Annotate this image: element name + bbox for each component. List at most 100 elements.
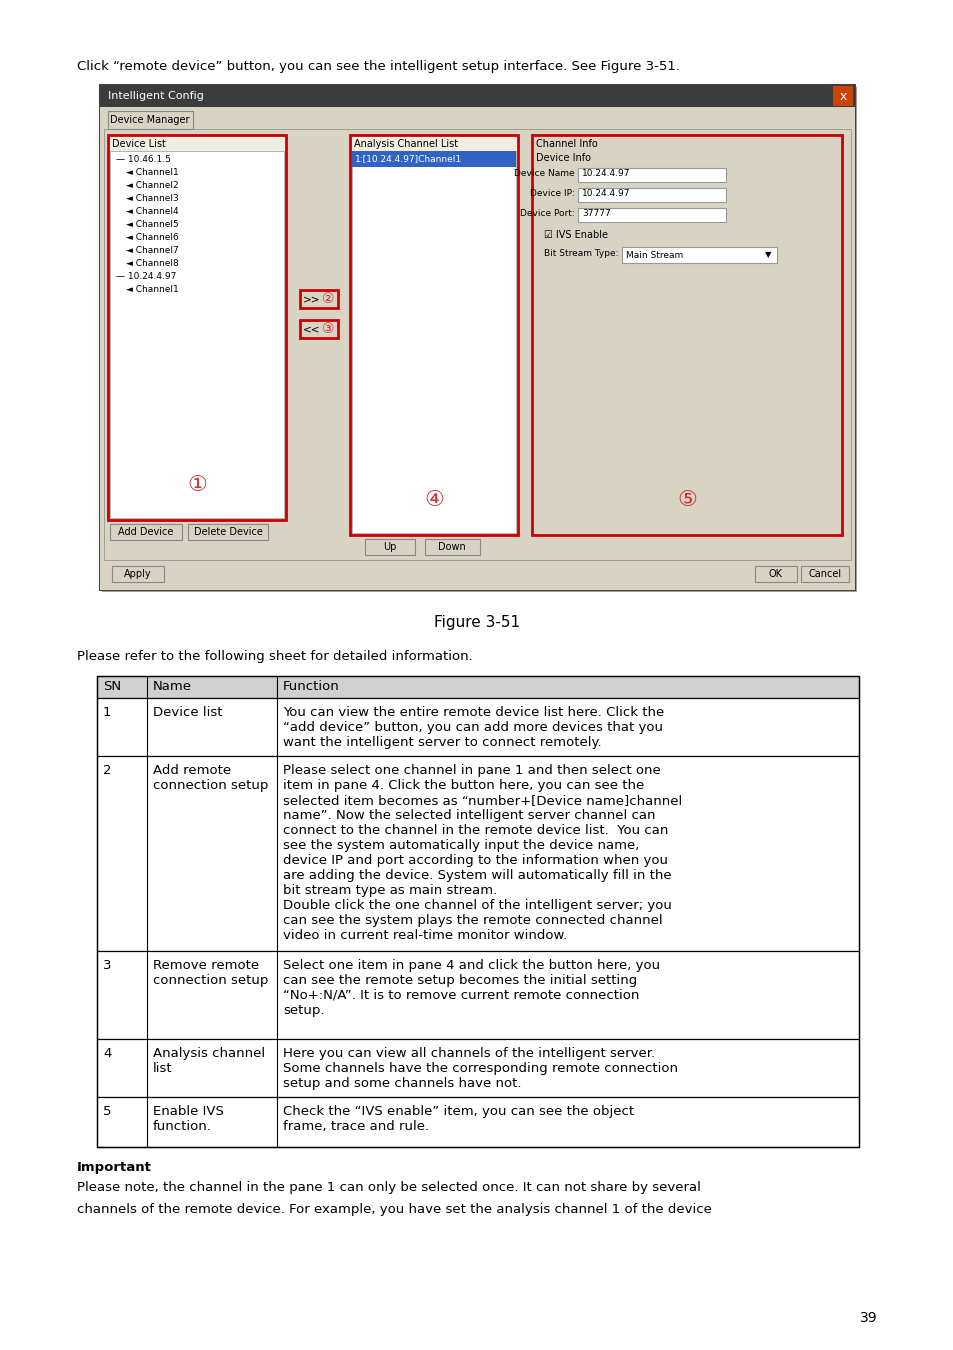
- Bar: [108, 111, 193, 130]
- Bar: [801, 566, 848, 582]
- Bar: [578, 188, 725, 202]
- Text: ◄ Channel7: ◄ Channel7: [126, 246, 178, 255]
- Bar: [350, 135, 517, 535]
- Bar: [100, 85, 854, 590]
- Text: Channel Info: Channel Info: [536, 139, 598, 148]
- Bar: [578, 208, 725, 221]
- Bar: [110, 151, 284, 518]
- Bar: [104, 130, 850, 560]
- Text: 10.24.4.97: 10.24.4.97: [581, 170, 630, 178]
- Text: ②: ②: [321, 292, 334, 306]
- Text: Please select one channel in pane 1 and then select one
item in pane 4. Click th: Please select one channel in pane 1 and …: [283, 764, 681, 942]
- Text: ④: ④: [423, 490, 443, 510]
- Text: Click “remote device” button, you can see the intelligent setup interface. See F: Click “remote device” button, you can se…: [77, 59, 679, 73]
- Bar: [424, 539, 479, 555]
- Bar: [299, 320, 337, 338]
- Text: Analysis channel
list: Analysis channel list: [152, 1048, 265, 1075]
- Text: SN: SN: [103, 680, 121, 694]
- Bar: [97, 1098, 858, 1148]
- Text: channels of the remote device. For example, you have set the analysis channel 1 : channels of the remote device. For examp…: [77, 1203, 711, 1216]
- Bar: [578, 167, 725, 182]
- Text: Please refer to the following sheet for detailed information.: Please refer to the following sheet for …: [77, 649, 473, 663]
- Text: ◄ Channel4: ◄ Channel4: [126, 207, 178, 216]
- Text: x: x: [839, 89, 846, 103]
- Text: Name: Name: [152, 680, 192, 694]
- Text: ①: ①: [187, 475, 207, 495]
- Bar: [108, 135, 286, 520]
- Text: 1: 1: [103, 706, 112, 720]
- Bar: [352, 151, 516, 533]
- Text: 39: 39: [859, 1311, 877, 1324]
- Text: ◄ Channel6: ◄ Channel6: [126, 234, 178, 242]
- Text: Figure 3-51: Figure 3-51: [434, 616, 519, 630]
- Text: 4: 4: [103, 1048, 112, 1060]
- Text: ▼: ▼: [764, 251, 770, 259]
- Text: Remove remote
connection setup: Remove remote connection setup: [152, 958, 268, 987]
- Bar: [100, 107, 854, 590]
- Text: Check the “IVS enable” item, you can see the object
frame, trace and rule.: Check the “IVS enable” item, you can see…: [283, 1106, 634, 1133]
- Text: 5: 5: [103, 1106, 112, 1118]
- Text: >>: >>: [303, 294, 320, 304]
- Bar: [832, 86, 852, 107]
- Bar: [97, 698, 858, 756]
- Bar: [100, 85, 854, 107]
- Text: Function: Function: [283, 680, 339, 694]
- Text: 10.24.4.97: 10.24.4.97: [581, 189, 630, 198]
- Bar: [104, 562, 850, 586]
- Text: 3: 3: [103, 958, 112, 972]
- Text: You can view the entire remote device list here. Click the
“add device” button, : You can view the entire remote device li…: [283, 706, 663, 749]
- Text: Enable IVS
function.: Enable IVS function.: [152, 1106, 224, 1133]
- Text: ◄ Channel5: ◄ Channel5: [126, 220, 178, 230]
- Bar: [532, 135, 841, 535]
- Text: Intelligent Config: Intelligent Config: [108, 90, 204, 101]
- Text: Bit Stream Type:: Bit Stream Type:: [543, 248, 618, 258]
- Text: ③: ③: [321, 323, 334, 336]
- Bar: [188, 524, 268, 540]
- Bar: [112, 566, 164, 582]
- Text: ☑ IVS Enable: ☑ IVS Enable: [543, 230, 607, 240]
- Text: Up: Up: [383, 541, 396, 552]
- Bar: [97, 676, 858, 1148]
- Text: <<: <<: [303, 324, 320, 333]
- Text: Apply: Apply: [124, 568, 152, 579]
- Text: Main Stream: Main Stream: [625, 251, 682, 259]
- Bar: [754, 566, 796, 582]
- Bar: [97, 1040, 858, 1098]
- Text: 2: 2: [103, 764, 112, 778]
- Text: Device IP:: Device IP:: [530, 189, 575, 198]
- Bar: [102, 86, 856, 593]
- Text: Analysis Channel List: Analysis Channel List: [354, 139, 457, 148]
- Text: ◄ Channel8: ◄ Channel8: [126, 259, 178, 269]
- Text: 1:[10.24.4.97]Channel1: 1:[10.24.4.97]Channel1: [355, 154, 461, 163]
- Text: ◄ Channel1: ◄ Channel1: [126, 285, 178, 294]
- Text: Important: Important: [77, 1161, 152, 1174]
- Text: 37777: 37777: [581, 209, 610, 219]
- Text: Select one item in pane 4 and click the button here, you
can see the remote setu: Select one item in pane 4 and click the …: [283, 958, 659, 1017]
- Text: Device Manager: Device Manager: [111, 115, 190, 126]
- Text: Here you can view all channels of the intelligent server.
Some channels have the: Here you can view all channels of the in…: [283, 1048, 678, 1089]
- Text: Delete Device: Delete Device: [193, 526, 262, 537]
- Bar: [299, 290, 337, 308]
- Text: Device Port:: Device Port:: [519, 209, 575, 219]
- Text: ◄ Channel2: ◄ Channel2: [126, 181, 178, 190]
- Bar: [97, 950, 858, 1040]
- Bar: [621, 247, 776, 263]
- Text: Add Device: Add Device: [118, 526, 173, 537]
- Text: ◄ Channel1: ◄ Channel1: [126, 167, 178, 177]
- Text: Device list: Device list: [152, 706, 222, 720]
- Text: — 10.24.4.97: — 10.24.4.97: [116, 271, 176, 281]
- Text: Please note, the channel in the pane 1 can only be selected once. It can not sha: Please note, the channel in the pane 1 c…: [77, 1181, 700, 1193]
- Text: Down: Down: [437, 541, 465, 552]
- Text: Device Name: Device Name: [514, 170, 575, 178]
- Text: Device List: Device List: [112, 139, 166, 148]
- Bar: [110, 524, 182, 540]
- Bar: [97, 756, 858, 950]
- Text: OK: OK: [768, 568, 782, 579]
- Text: Add remote
connection setup: Add remote connection setup: [152, 764, 268, 792]
- Bar: [365, 539, 415, 555]
- Text: — 10.46.1.5: — 10.46.1.5: [116, 155, 171, 163]
- Bar: [352, 151, 516, 167]
- Bar: [97, 676, 858, 698]
- Text: Cancel: Cancel: [807, 568, 841, 579]
- Text: ⑤: ⑤: [677, 490, 697, 510]
